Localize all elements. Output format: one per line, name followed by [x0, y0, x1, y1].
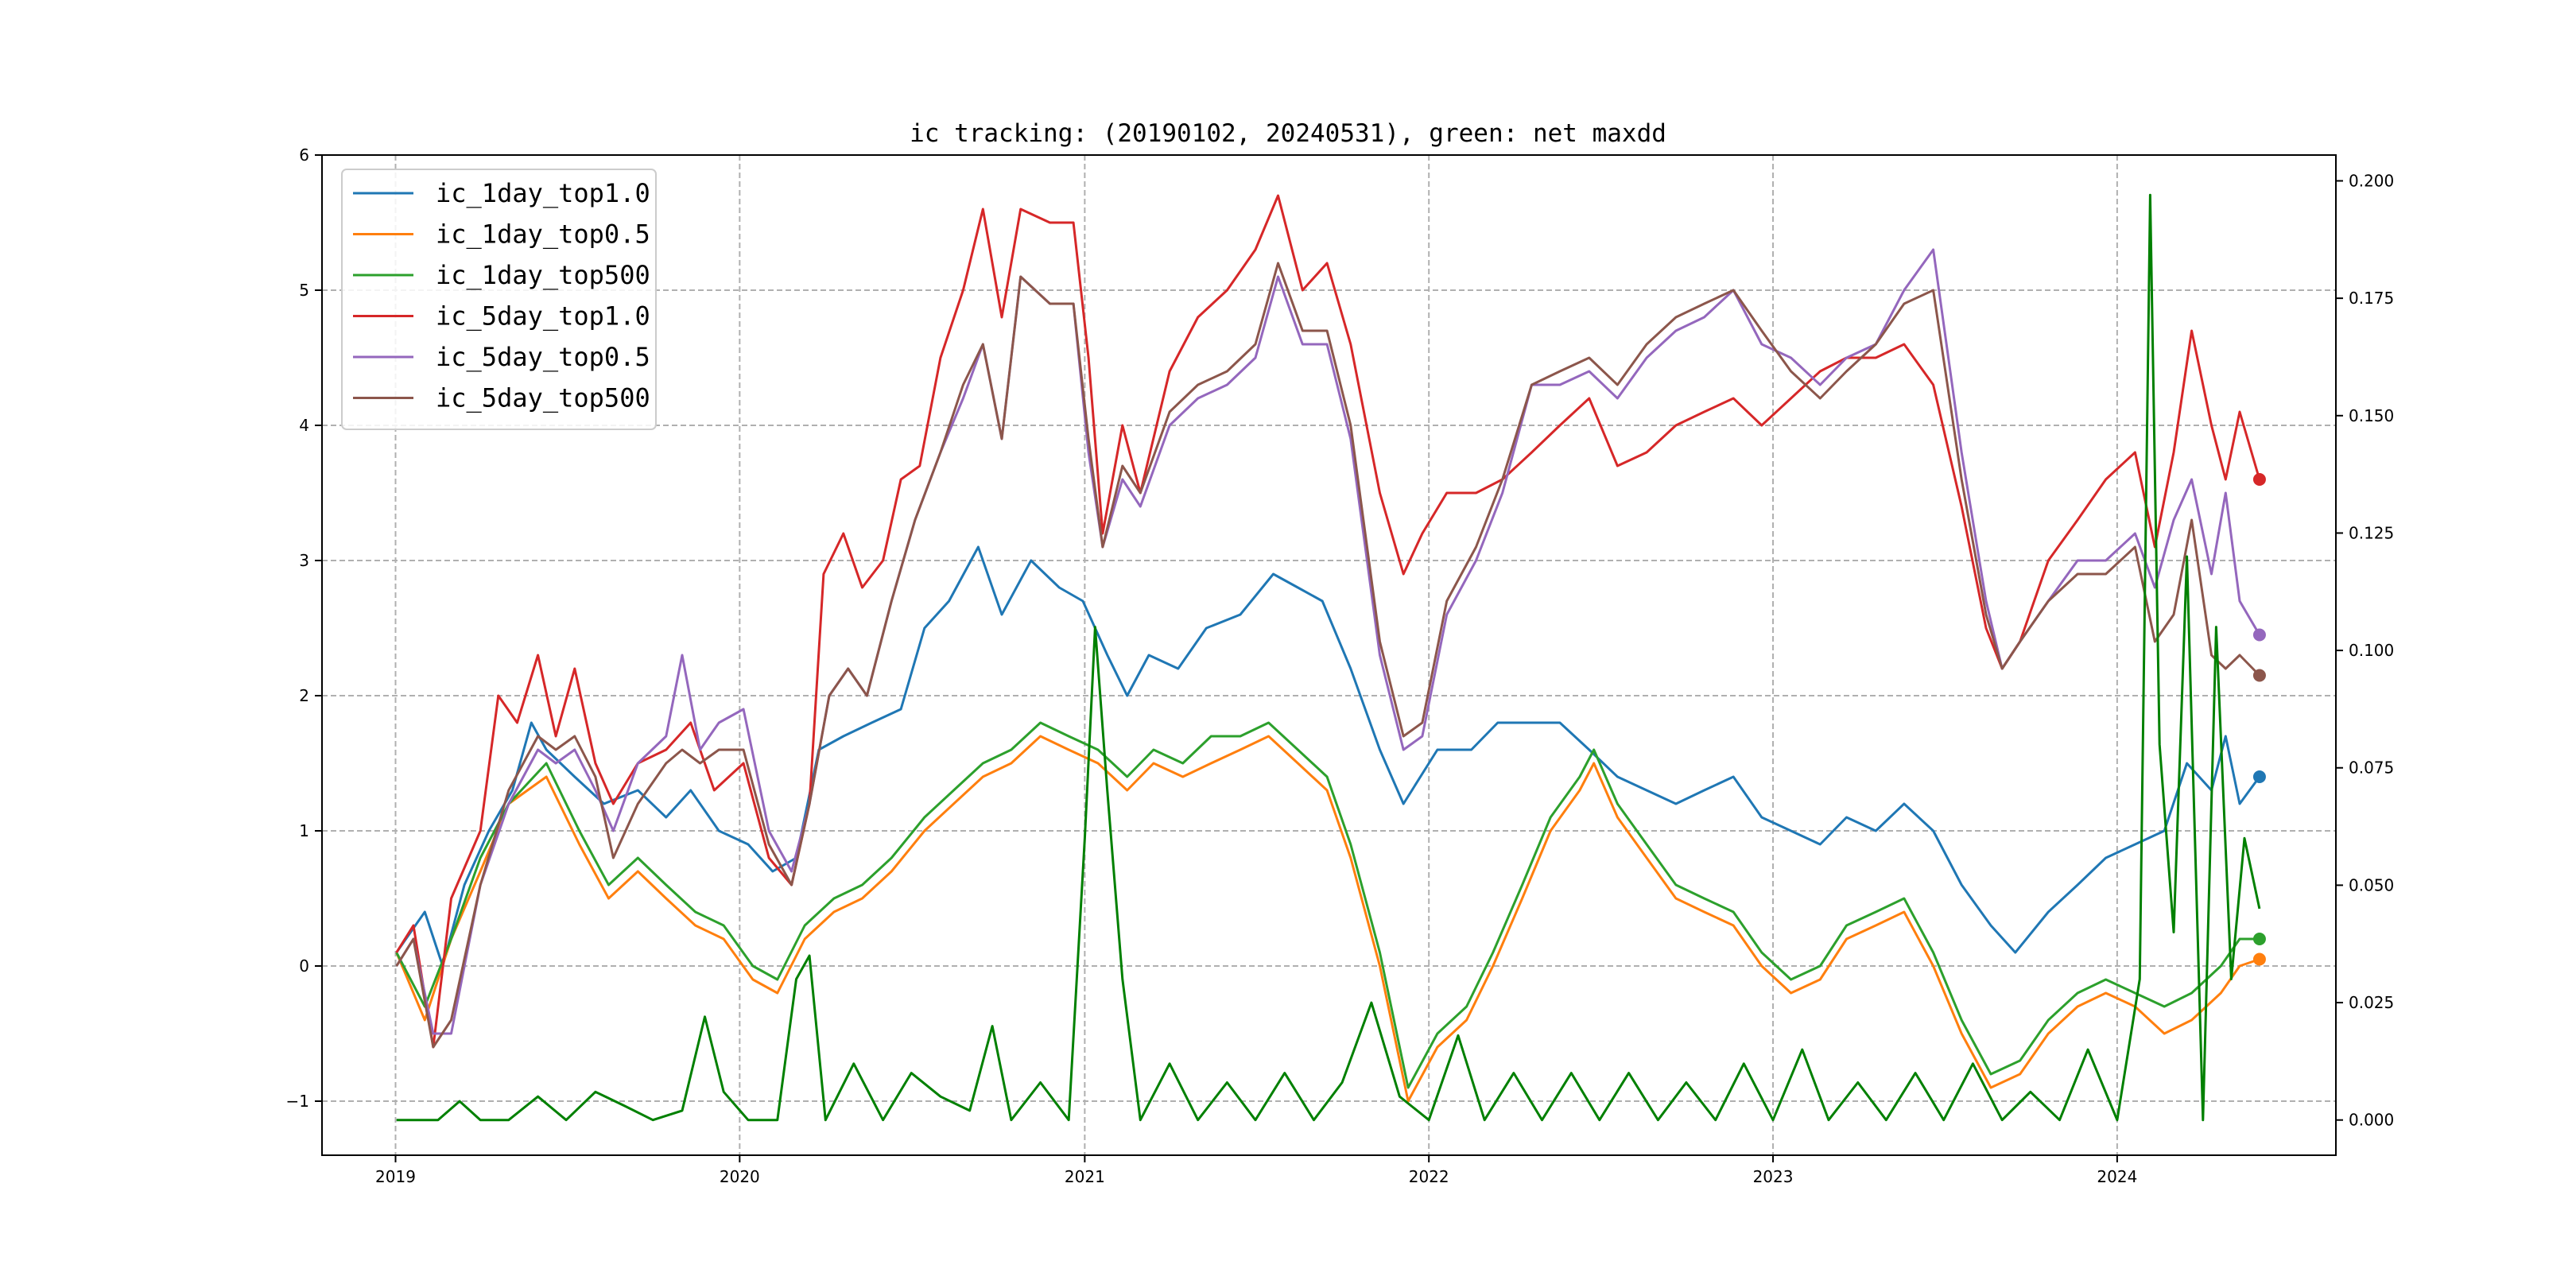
series-line-ic-5day-top1-0 [395, 194, 2261, 1049]
series-line-ic-1day-top1-0 [395, 545, 2261, 968]
series-line-ic-5day-top500 [395, 262, 2260, 1049]
y-left-tick-label: −1 [286, 1092, 309, 1111]
series-end-point-ic-1day-top0-5 [2252, 952, 2266, 966]
y-left-tick-label: 2 [299, 686, 309, 705]
x-tick-label: 2021 [1065, 1167, 1105, 1186]
y-right-tick-label: 0.025 [2349, 993, 2394, 1012]
series-end-point-ic-5day-top500 [2252, 669, 2266, 682]
series-end-point-ic-1day-top500 [2252, 933, 2266, 945]
chart-title: ic tracking: (20190102, 20240531), green… [910, 119, 1666, 148]
series-line-net-maxdd [396, 193, 2261, 1122]
y-left-tick-label: 4 [299, 416, 309, 435]
y-right-tick-label: 0.050 [2349, 875, 2394, 894]
legend: ic_1day_top1.0 ic_1day_top0.5 ic_1day_top5… [341, 169, 657, 430]
y-right-tick-label: 0.175 [2349, 289, 2394, 308]
x-tick-label: 2020 [720, 1167, 760, 1186]
series-end-point-ic-5day-top1-0 [2252, 473, 2266, 486]
x-tick-label: 2022 [1409, 1167, 1449, 1186]
legend-label: ic_1day_top1.0 [436, 178, 650, 208]
y-right-tick-label: 0.150 [2349, 406, 2394, 425]
plot-frame [321, 154, 2337, 1156]
series-line-ic-1day-top500 [395, 721, 2260, 1089]
series-line-ic-1day-top0-5 [395, 735, 2260, 1103]
legend-label: ic_5day_top1.0 [436, 301, 650, 332]
x-tick-label: 2023 [1753, 1167, 1794, 1186]
y-right-tick-label: 0.000 [2349, 1111, 2394, 1130]
series-group [395, 193, 2266, 1122]
legend-label: ic_1day_top500 [436, 260, 650, 290]
y-left-tick-label: 3 [299, 551, 309, 570]
series-end-point-ic-1day-top1-0 [2252, 770, 2266, 783]
axes: 2019 2020 2021 2022 2023 2024 −1 0 1 2 3 4 5 6 0.000 0.… [286, 145, 2395, 1186]
y-left-tick-label: 5 [299, 281, 309, 300]
legend-label: ic_5day_top500 [436, 383, 650, 413]
legend-box [341, 169, 657, 430]
x-tick-label: 2024 [2097, 1167, 2137, 1186]
y-left-tick-label: 6 [299, 145, 309, 165]
legend-label: ic_1day_top0.5 [436, 219, 650, 250]
y-right-tick-label: 0.100 [2349, 641, 2394, 660]
series-line-ic-5day-top0-5 [395, 248, 2261, 1035]
legend-label: ic_5day_top0.5 [436, 342, 650, 372]
y-left-tick-label: 0 [299, 956, 309, 976]
y-left-tick-label: 1 [299, 821, 309, 840]
y-right-tick-label: 0.075 [2349, 758, 2394, 778]
y-right-tick-label: 0.125 [2349, 523, 2394, 542]
series-end-point-ic-5day-top0-5 [2252, 628, 2266, 642]
y-right-tick-label: 0.200 [2349, 171, 2394, 190]
x-tick-label: 2019 [375, 1167, 416, 1186]
